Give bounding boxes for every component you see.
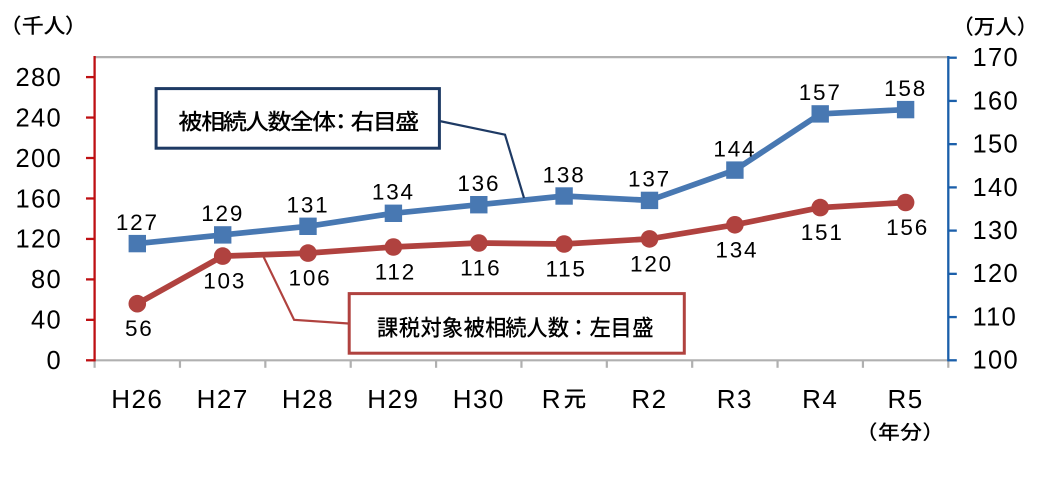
svg-text:131: 131: [287, 193, 330, 218]
svg-text:H30: H30: [453, 384, 505, 414]
svg-text:200: 200: [16, 145, 62, 173]
svg-text:170: 170: [973, 44, 1019, 72]
svg-text:150: 150: [973, 131, 1019, 159]
svg-text:R2: R2: [631, 384, 667, 414]
svg-text:80: 80: [31, 266, 62, 294]
svg-text:112: 112: [375, 260, 416, 285]
svg-text:0: 0: [47, 347, 62, 375]
svg-text:240: 240: [16, 104, 62, 132]
svg-text:158: 158: [884, 76, 927, 101]
svg-text:137: 137: [628, 167, 671, 192]
svg-text:144: 144: [713, 136, 756, 161]
svg-text:157: 157: [799, 80, 842, 105]
svg-text:127: 127: [116, 210, 159, 235]
svg-text:103: 103: [203, 269, 246, 294]
svg-text:156: 156: [886, 215, 929, 240]
svg-text:160: 160: [16, 185, 62, 213]
svg-text:160: 160: [973, 87, 1019, 115]
svg-text:120: 120: [630, 251, 673, 276]
svg-text:138: 138: [543, 162, 586, 187]
svg-text:H26: H26: [111, 384, 163, 414]
svg-text:R5: R5: [887, 384, 923, 414]
svg-text:R: R: [542, 384, 561, 414]
svg-text:106: 106: [289, 266, 332, 291]
svg-text:R4: R4: [802, 384, 838, 414]
svg-text:116: 116: [460, 256, 501, 281]
svg-text:R3: R3: [717, 384, 753, 414]
svg-text:130: 130: [973, 217, 1019, 245]
svg-text:H29: H29: [367, 384, 419, 414]
svg-text:56: 56: [125, 316, 154, 341]
svg-text:40: 40: [31, 307, 62, 335]
svg-text:110: 110: [973, 304, 1018, 332]
svg-text:134: 134: [372, 180, 415, 205]
svg-text:129: 129: [201, 201, 244, 226]
svg-text:134: 134: [715, 237, 758, 262]
svg-text:136: 136: [457, 171, 500, 196]
svg-text:H27: H27: [197, 384, 249, 414]
svg-text:280: 280: [16, 64, 62, 92]
svg-text:H28: H28: [282, 384, 334, 414]
svg-text:140: 140: [973, 174, 1019, 202]
svg-text:100: 100: [973, 347, 1019, 375]
svg-text:120: 120: [973, 260, 1019, 288]
svg-text:120: 120: [16, 226, 62, 254]
svg-text:115: 115: [545, 257, 586, 282]
svg-text:151: 151: [801, 220, 844, 245]
